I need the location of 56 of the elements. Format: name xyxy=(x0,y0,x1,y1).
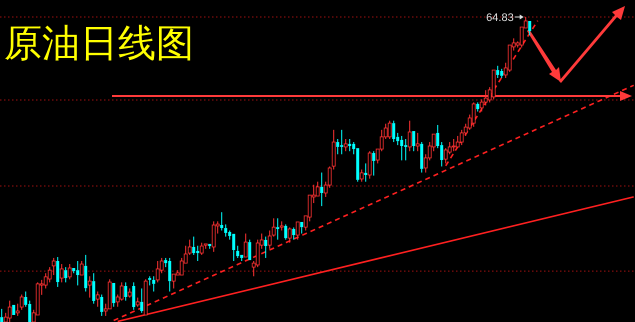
candlestick xyxy=(364,162,368,182)
candlestick xyxy=(96,291,100,308)
candlestick xyxy=(16,303,20,316)
annotation: 64.83 xyxy=(486,12,514,24)
candlestick xyxy=(372,150,376,176)
candlestick xyxy=(196,245,200,262)
candlestick xyxy=(208,244,212,250)
candlestick xyxy=(276,218,280,240)
candlestick xyxy=(44,272,48,289)
chart-title: 原油日线图 xyxy=(4,21,194,65)
candlestick xyxy=(0,308,4,322)
candlestick xyxy=(8,300,12,322)
candlestick xyxy=(236,245,240,258)
candlestick xyxy=(12,304,16,315)
candlestick xyxy=(336,138,340,155)
candlestick xyxy=(100,294,104,316)
candlestick xyxy=(340,129,344,155)
candlestick xyxy=(264,236,268,258)
candlestick xyxy=(84,254,88,292)
candlestick xyxy=(456,135,460,148)
candlestick xyxy=(204,244,208,250)
candlestick xyxy=(284,224,288,240)
candlestick xyxy=(64,266,68,283)
candlestick xyxy=(112,282,116,308)
candlestick xyxy=(292,226,296,240)
candlestick xyxy=(224,224,228,238)
candlestick xyxy=(232,234,236,262)
candlestick xyxy=(400,135,404,161)
candlestick xyxy=(496,65,500,78)
candlestick xyxy=(152,276,156,292)
candlestick xyxy=(300,222,304,234)
candlestick xyxy=(56,256,60,288)
candlestick xyxy=(172,274,176,289)
candlestick xyxy=(192,236,196,256)
candlestick xyxy=(240,254,244,262)
candlestick xyxy=(60,264,64,283)
candlestick xyxy=(168,257,172,292)
candlestick xyxy=(320,172,324,207)
candlestick xyxy=(244,233,248,258)
candlestick xyxy=(268,230,272,250)
candlestick xyxy=(76,260,80,286)
candlestick xyxy=(132,282,136,310)
candlestick xyxy=(404,138,408,161)
candlestick xyxy=(348,138,352,152)
candlestick xyxy=(528,20,532,36)
candlestick xyxy=(476,102,480,112)
candlestick xyxy=(316,181,320,196)
candlestick xyxy=(484,90,488,106)
candlestick xyxy=(124,282,128,302)
candlestick xyxy=(392,120,396,143)
candlestick xyxy=(92,272,96,304)
candlestick xyxy=(28,300,32,322)
candlestick xyxy=(248,239,252,260)
candlestick xyxy=(420,142,424,174)
candlestick xyxy=(220,212,224,231)
candlestick xyxy=(140,288,144,314)
